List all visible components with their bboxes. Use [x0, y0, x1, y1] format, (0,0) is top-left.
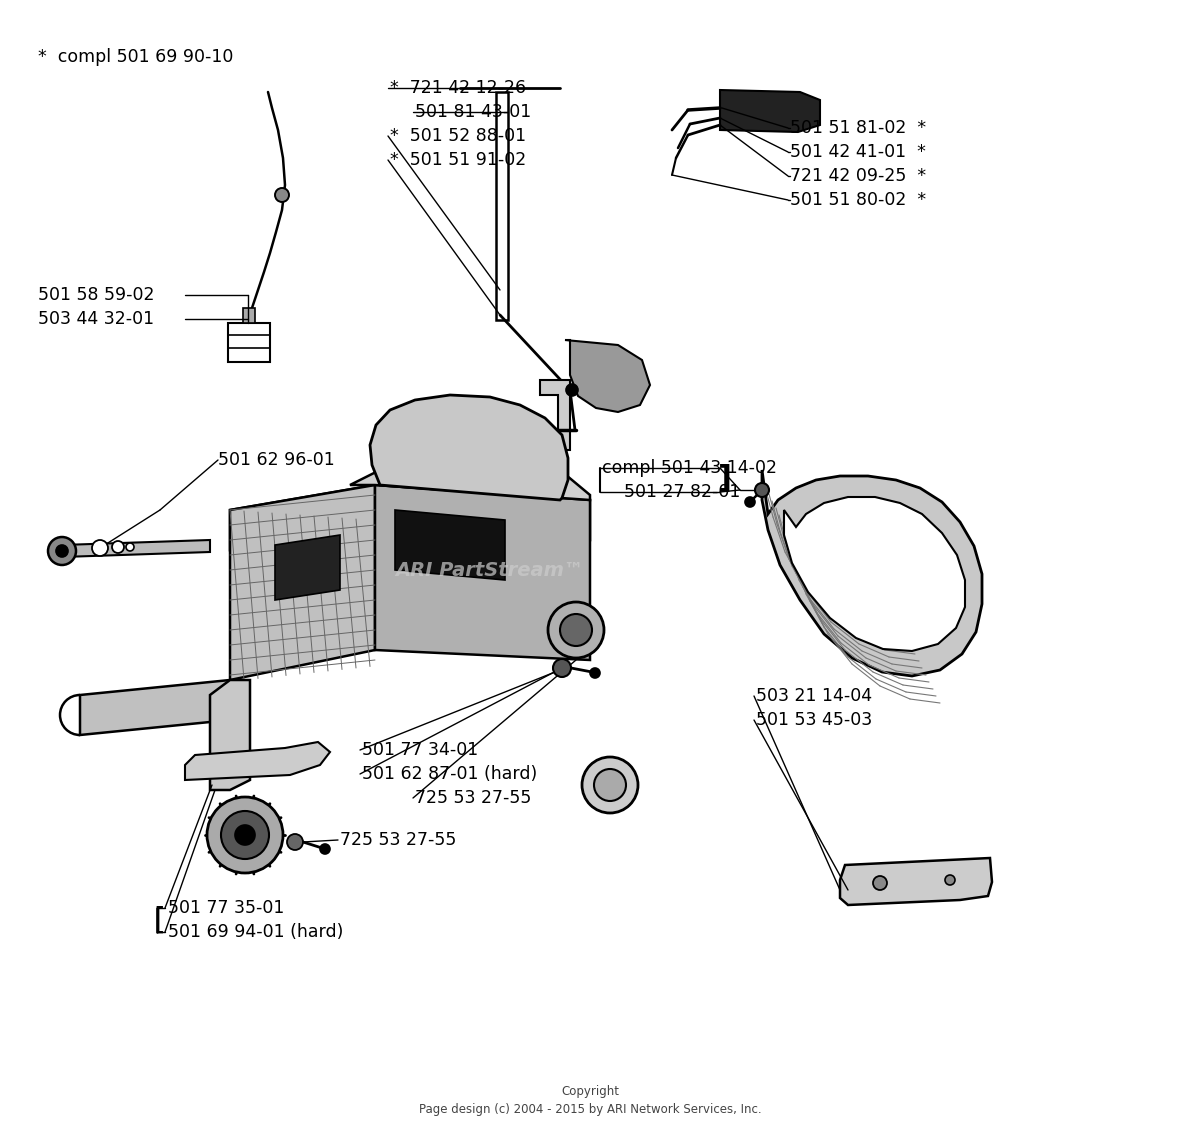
- Text: 501 77 35-01: 501 77 35-01: [168, 899, 284, 917]
- Circle shape: [755, 484, 769, 497]
- Polygon shape: [230, 485, 590, 550]
- Circle shape: [126, 543, 135, 550]
- Polygon shape: [840, 858, 992, 905]
- Circle shape: [221, 812, 269, 859]
- Text: 501 51 80-02  *: 501 51 80-02 *: [789, 191, 926, 209]
- Circle shape: [745, 497, 755, 507]
- Circle shape: [494, 424, 505, 435]
- Text: ]: ]: [717, 463, 732, 493]
- Polygon shape: [228, 323, 270, 362]
- Polygon shape: [565, 340, 650, 412]
- Circle shape: [566, 384, 578, 396]
- Circle shape: [582, 757, 638, 813]
- Circle shape: [560, 614, 592, 646]
- Polygon shape: [230, 485, 375, 680]
- Polygon shape: [375, 485, 590, 659]
- Circle shape: [112, 541, 124, 553]
- Text: [: [: [153, 906, 165, 934]
- Circle shape: [553, 659, 571, 676]
- Text: 503 21 14-04: 503 21 14-04: [756, 687, 872, 705]
- Circle shape: [590, 669, 599, 678]
- Text: 503 44 32-01: 503 44 32-01: [38, 310, 155, 328]
- Text: 501 69 94-01 (hard): 501 69 94-01 (hard): [168, 923, 343, 941]
- Text: 501 77 34-01: 501 77 34-01: [362, 741, 478, 759]
- Circle shape: [873, 876, 887, 890]
- Text: 501 27 82-01: 501 27 82-01: [624, 484, 740, 501]
- Polygon shape: [371, 395, 568, 501]
- Circle shape: [287, 834, 303, 850]
- Circle shape: [235, 825, 255, 844]
- Text: 721 42 09-25  *: 721 42 09-25 *: [789, 167, 926, 185]
- Polygon shape: [63, 540, 210, 557]
- Text: 501 53 45-03: 501 53 45-03: [756, 711, 872, 729]
- Circle shape: [55, 545, 68, 557]
- Text: 501 81 43-01: 501 81 43-01: [415, 103, 531, 121]
- Text: compl 501 43 14-02: compl 501 43 14-02: [602, 459, 776, 477]
- Circle shape: [320, 844, 330, 854]
- Polygon shape: [720, 90, 820, 132]
- Text: 501 42 41-01  *: 501 42 41-01 *: [789, 143, 926, 161]
- Polygon shape: [784, 497, 965, 651]
- Circle shape: [594, 770, 627, 801]
- Circle shape: [275, 188, 289, 202]
- Text: 501 62 87-01 (hard): 501 62 87-01 (hard): [362, 765, 537, 783]
- Text: 501 58 59-02: 501 58 59-02: [38, 286, 155, 304]
- Text: *  501 52 88-01: * 501 52 88-01: [391, 127, 526, 145]
- Circle shape: [92, 540, 109, 556]
- Text: Copyright
Page design (c) 2004 - 2015 by ARI Network Services, Inc.: Copyright Page design (c) 2004 - 2015 by…: [419, 1085, 761, 1116]
- Circle shape: [548, 602, 604, 658]
- Circle shape: [945, 875, 955, 885]
- Polygon shape: [496, 92, 509, 320]
- Circle shape: [206, 797, 283, 873]
- Polygon shape: [395, 510, 505, 580]
- Text: *  501 51 91-02: * 501 51 91-02: [391, 151, 526, 169]
- Text: 501 62 96-01: 501 62 96-01: [218, 451, 335, 469]
- Polygon shape: [185, 742, 330, 780]
- Polygon shape: [762, 470, 982, 676]
- Circle shape: [48, 537, 76, 565]
- Text: ARI PartStream™: ARI PartStream™: [395, 561, 584, 580]
- Polygon shape: [80, 680, 230, 735]
- Polygon shape: [210, 680, 250, 790]
- Text: 725 53 27-55: 725 53 27-55: [415, 789, 531, 807]
- Polygon shape: [350, 460, 590, 501]
- Polygon shape: [275, 535, 340, 600]
- Text: *  721 42 12-26: * 721 42 12-26: [391, 79, 526, 96]
- Polygon shape: [243, 308, 255, 323]
- Polygon shape: [540, 380, 570, 449]
- Text: 501 51 81-02  *: 501 51 81-02 *: [789, 119, 926, 137]
- Text: *  compl 501 69 90-10: * compl 501 69 90-10: [38, 48, 234, 66]
- Text: 725 53 27-55: 725 53 27-55: [340, 831, 457, 849]
